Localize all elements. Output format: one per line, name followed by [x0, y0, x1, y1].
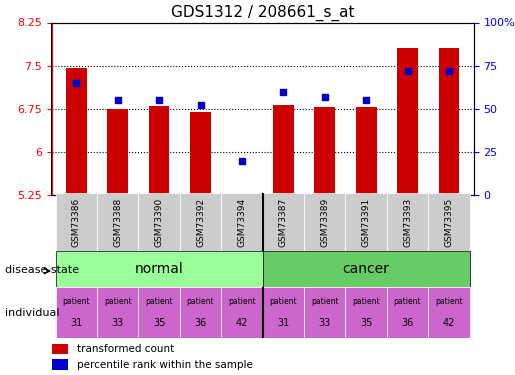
Text: individual: individual: [5, 308, 60, 318]
FancyBboxPatch shape: [428, 193, 470, 251]
Point: [72, 80, 80, 86]
FancyBboxPatch shape: [139, 287, 180, 338]
Point: [362, 97, 370, 103]
Text: patient: patient: [62, 297, 90, 306]
Point: [238, 158, 246, 164]
Point: [321, 94, 329, 100]
FancyBboxPatch shape: [263, 193, 304, 251]
Point: [445, 68, 453, 74]
Text: patient: patient: [394, 297, 421, 306]
Text: patient: patient: [187, 297, 214, 306]
Bar: [52, 344, 68, 354]
Point: [196, 102, 204, 108]
Text: 31: 31: [277, 318, 289, 328]
Bar: [232, 194, 252, 195]
FancyBboxPatch shape: [180, 193, 221, 251]
Text: 31: 31: [70, 318, 82, 328]
FancyBboxPatch shape: [56, 287, 97, 338]
Text: GSM73389: GSM73389: [320, 198, 329, 247]
Title: GDS1312 / 208661_s_at: GDS1312 / 208661_s_at: [171, 5, 354, 21]
Text: GSM73390: GSM73390: [154, 198, 164, 247]
Bar: [66, 69, 87, 195]
Text: patient: patient: [435, 297, 463, 306]
FancyBboxPatch shape: [56, 193, 97, 251]
Text: 35: 35: [153, 318, 165, 328]
Bar: [108, 109, 128, 195]
Text: GSM73392: GSM73392: [196, 198, 205, 247]
Bar: [314, 107, 335, 195]
FancyBboxPatch shape: [346, 287, 387, 338]
Point: [279, 88, 287, 94]
FancyBboxPatch shape: [97, 287, 139, 338]
Bar: [149, 106, 169, 195]
Text: disease state: disease state: [5, 265, 79, 275]
FancyBboxPatch shape: [97, 193, 139, 251]
FancyBboxPatch shape: [387, 287, 428, 338]
FancyBboxPatch shape: [346, 193, 387, 251]
Text: patient: patient: [269, 297, 297, 306]
Bar: [190, 112, 211, 195]
FancyBboxPatch shape: [263, 251, 470, 287]
Text: 42: 42: [443, 318, 455, 328]
Bar: [52, 359, 68, 370]
Text: cancer: cancer: [342, 262, 389, 276]
FancyBboxPatch shape: [304, 287, 346, 338]
FancyBboxPatch shape: [56, 251, 263, 287]
Text: transformed count: transformed count: [77, 344, 174, 354]
Text: GSM73387: GSM73387: [279, 198, 288, 247]
Bar: [439, 48, 459, 195]
Text: patient: patient: [352, 297, 380, 306]
Text: GSM73394: GSM73394: [237, 198, 247, 247]
Text: patient: patient: [228, 297, 256, 306]
FancyBboxPatch shape: [180, 287, 221, 338]
FancyBboxPatch shape: [387, 193, 428, 251]
Text: GSM73388: GSM73388: [113, 198, 122, 247]
FancyBboxPatch shape: [304, 193, 346, 251]
Text: patient: patient: [145, 297, 173, 306]
Point: [403, 68, 411, 74]
Point: [155, 97, 163, 103]
FancyBboxPatch shape: [428, 287, 470, 338]
Text: 36: 36: [195, 318, 207, 328]
Text: 33: 33: [112, 318, 124, 328]
FancyBboxPatch shape: [221, 193, 263, 251]
Text: 36: 36: [401, 318, 414, 328]
Text: patient: patient: [311, 297, 338, 306]
Text: GSM73391: GSM73391: [362, 198, 371, 247]
Text: 33: 33: [319, 318, 331, 328]
FancyBboxPatch shape: [263, 287, 304, 338]
Text: 35: 35: [360, 318, 372, 328]
Bar: [356, 107, 376, 195]
Text: patient: patient: [104, 297, 131, 306]
Text: GSM73386: GSM73386: [72, 198, 81, 247]
Text: 42: 42: [236, 318, 248, 328]
Text: GSM73395: GSM73395: [444, 198, 454, 247]
Text: normal: normal: [135, 262, 183, 276]
Bar: [273, 105, 294, 195]
FancyBboxPatch shape: [221, 287, 263, 338]
FancyBboxPatch shape: [139, 193, 180, 251]
Text: percentile rank within the sample: percentile rank within the sample: [77, 360, 253, 369]
Text: GSM73393: GSM73393: [403, 198, 412, 247]
Point: [114, 97, 122, 103]
Bar: [397, 48, 418, 195]
